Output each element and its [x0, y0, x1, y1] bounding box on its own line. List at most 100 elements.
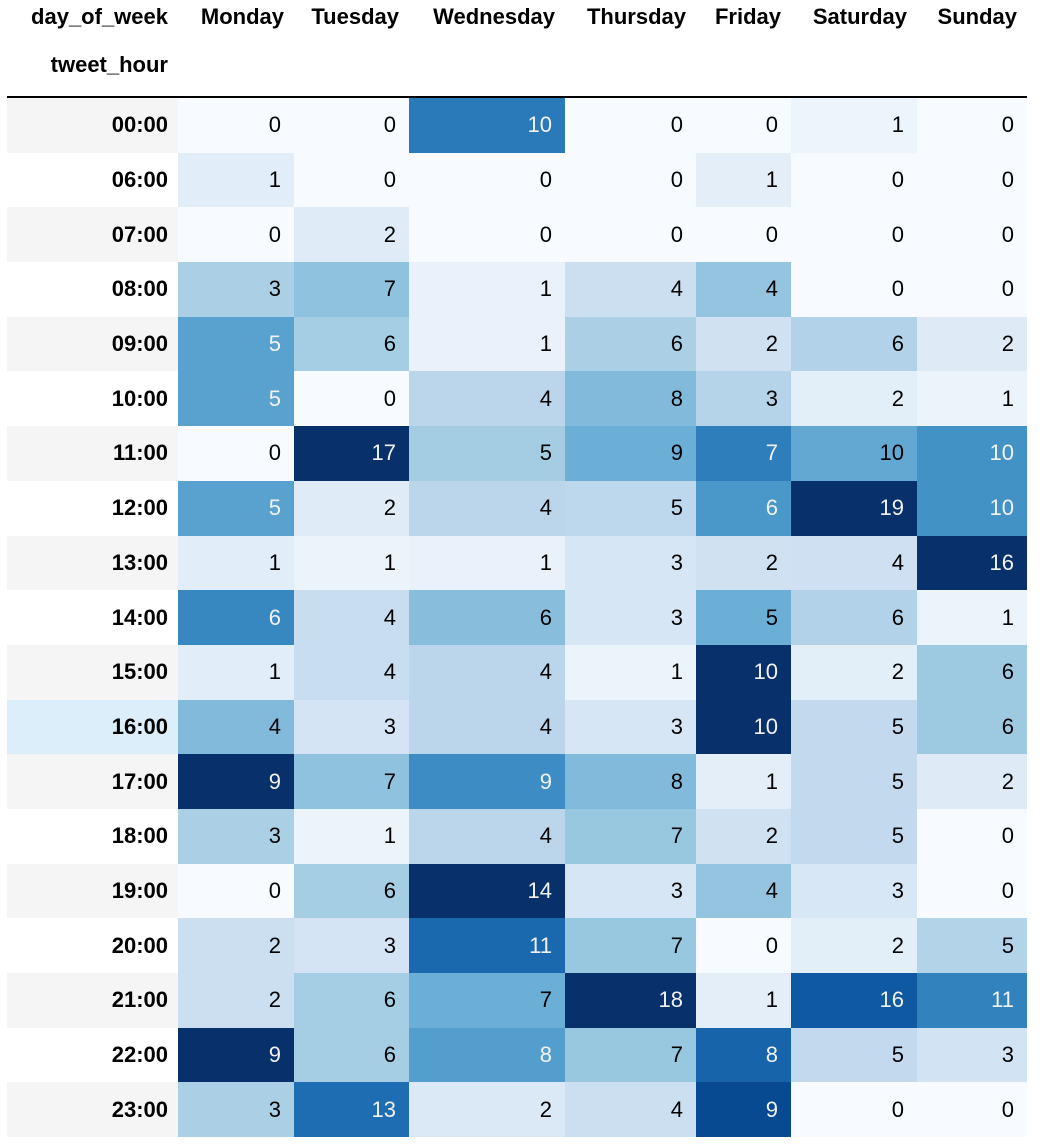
heatmap-cell: 8 — [696, 1027, 791, 1083]
table-row: 13:00 1 1 1 3 2 4 16 — [7, 535, 1027, 591]
row-axis-label: tweet_hour — [7, 33, 178, 97]
table-row: 15:00 1 4 4 1 10 2 6 — [7, 644, 1027, 700]
column-header-row: day_of_week Monday Tuesday Wednesday Thu… — [7, 0, 1027, 33]
row-header: 09:00 — [7, 316, 178, 372]
heatmap-cell: 2 — [696, 808, 791, 864]
heatmap-cell: 0 — [917, 1082, 1027, 1138]
column-header-tuesday: Tuesday — [294, 0, 409, 33]
column-axis-label: day_of_week — [7, 0, 178, 33]
heatmap-cell: 2 — [696, 535, 791, 591]
heatmap-cell: 3 — [565, 590, 696, 645]
heatmap-cell: 16 — [917, 535, 1027, 591]
heatmap-cell: 9 — [696, 1082, 791, 1138]
column-header-thursday: Thursday — [565, 0, 696, 33]
heatmap-cell: 6 — [294, 1027, 409, 1083]
row-header: 07:00 — [7, 207, 178, 263]
heatmap-cell: 7 — [565, 1027, 696, 1083]
heatmap-cell: 0 — [917, 152, 1027, 208]
table-row: 10:00 5 0 4 8 3 2 1 — [7, 371, 1027, 427]
heatmap-cell: 7 — [696, 426, 791, 481]
heatmap-cell: 10 — [917, 480, 1027, 536]
heatmap-cell: 10 — [409, 97, 565, 153]
heatmap-cell: 1 — [178, 152, 294, 208]
heatmap-cell: 3 — [791, 863, 917, 919]
heatmap-cell: 7 — [294, 754, 409, 809]
heatmap-cell: 7 — [409, 973, 565, 1028]
row-header: 23:00 — [7, 1082, 178, 1138]
heatmap-cell: 0 — [917, 863, 1027, 919]
heatmap-cell: 4 — [696, 262, 791, 317]
heatmap-cell: 0 — [917, 97, 1027, 153]
heatmap-cell: 2 — [178, 918, 294, 973]
heatmap-cell: 0 — [294, 97, 409, 153]
heatmap-cell: 18 — [565, 973, 696, 1028]
heatmap-cell: 0 — [565, 152, 696, 208]
heatmap-cell: 2 — [178, 973, 294, 1028]
heatmap-cell: 6 — [917, 699, 1027, 755]
heatmap-cell: 3 — [565, 699, 696, 755]
heatmap-cell: 5 — [565, 480, 696, 536]
table-row: 20:00 2 3 11 7 0 2 5 — [7, 918, 1027, 973]
column-header-monday: Monday — [178, 0, 294, 33]
column-header-sunday: Sunday — [917, 0, 1027, 33]
heatmap-cell: 2 — [294, 207, 409, 263]
column-header-wednesday: Wednesday — [409, 0, 565, 33]
row-header: 19:00 — [7, 863, 178, 919]
heatmap-cell: 1 — [409, 316, 565, 372]
heatmap-cell: 5 — [178, 480, 294, 536]
heatmap-cell: 11 — [409, 918, 565, 973]
row-header: 11:00 — [7, 426, 178, 481]
heatmap-cell: 1 — [409, 262, 565, 317]
heatmap-cell: 6 — [565, 316, 696, 372]
heatmap-cell: 6 — [178, 590, 294, 645]
heatmap-cell: 2 — [791, 918, 917, 973]
heatmap-cell: 9 — [178, 1027, 294, 1083]
row-header: 15:00 — [7, 644, 178, 700]
heatmap-cell: 3 — [696, 371, 791, 427]
heatmap-cell: 10 — [791, 426, 917, 481]
heatmap-cell: 6 — [696, 480, 791, 536]
heatmap-cell: 14 — [409, 863, 565, 919]
heatmap-cell: 2 — [696, 316, 791, 372]
table-row: 07:00 0 2 0 0 0 0 0 — [7, 207, 1027, 263]
heatmap-cell: 0 — [409, 152, 565, 208]
heatmap-cell: 0 — [178, 207, 294, 263]
heatmap-cell: 0 — [696, 918, 791, 973]
heatmap-cell: 0 — [409, 207, 565, 263]
table-row: 11:00 0 17 5 9 7 10 10 — [7, 426, 1027, 481]
heatmap-cell: 7 — [294, 262, 409, 317]
row-header: 10:00 — [7, 371, 178, 427]
heatmap-cell: 8 — [565, 371, 696, 427]
heatmap-cell: 0 — [917, 808, 1027, 864]
table-row: 17:00 9 7 9 8 1 5 2 — [7, 754, 1027, 809]
row-header: 20:00 — [7, 918, 178, 973]
heatmap-cell: 0 — [791, 262, 917, 317]
heatmap-cell: 5 — [917, 918, 1027, 973]
heatmap-cell: 10 — [917, 426, 1027, 481]
heatmap-cell: 7 — [565, 918, 696, 973]
heatmap-cell: 6 — [294, 863, 409, 919]
heatmap-cell: 2 — [917, 754, 1027, 809]
heatmap-cell: 1 — [696, 152, 791, 208]
heatmap-cell: 1 — [791, 97, 917, 153]
heatmap-cell: 1 — [294, 535, 409, 591]
heatmap-cell: 13 — [294, 1082, 409, 1138]
heatmap-cell: 4 — [565, 262, 696, 317]
table-row: 00:00 0 0 10 0 0 1 0 — [7, 97, 1027, 153]
row-header: 14:00 — [7, 590, 178, 645]
heatmap-cell: 0 — [791, 1082, 917, 1138]
heatmap-cell: 4 — [409, 699, 565, 755]
heatmap-cell: 5 — [791, 1027, 917, 1083]
table-row: 22:00 9 6 8 7 8 5 3 — [7, 1027, 1027, 1083]
row-header: 13:00 — [7, 535, 178, 591]
row-header: 21:00 — [7, 973, 178, 1028]
column-header-saturday: Saturday — [791, 0, 917, 33]
heatmap-cell: 9 — [565, 426, 696, 481]
heatmap-cell: 3 — [917, 1027, 1027, 1083]
row-header: 22:00 — [7, 1027, 178, 1083]
heatmap-cell: 0 — [294, 371, 409, 427]
heatmap-cell: 2 — [791, 371, 917, 427]
heatmap-cell: 1 — [294, 808, 409, 864]
row-header: 06:00 — [7, 152, 178, 208]
heatmap-cell: 3 — [565, 535, 696, 591]
